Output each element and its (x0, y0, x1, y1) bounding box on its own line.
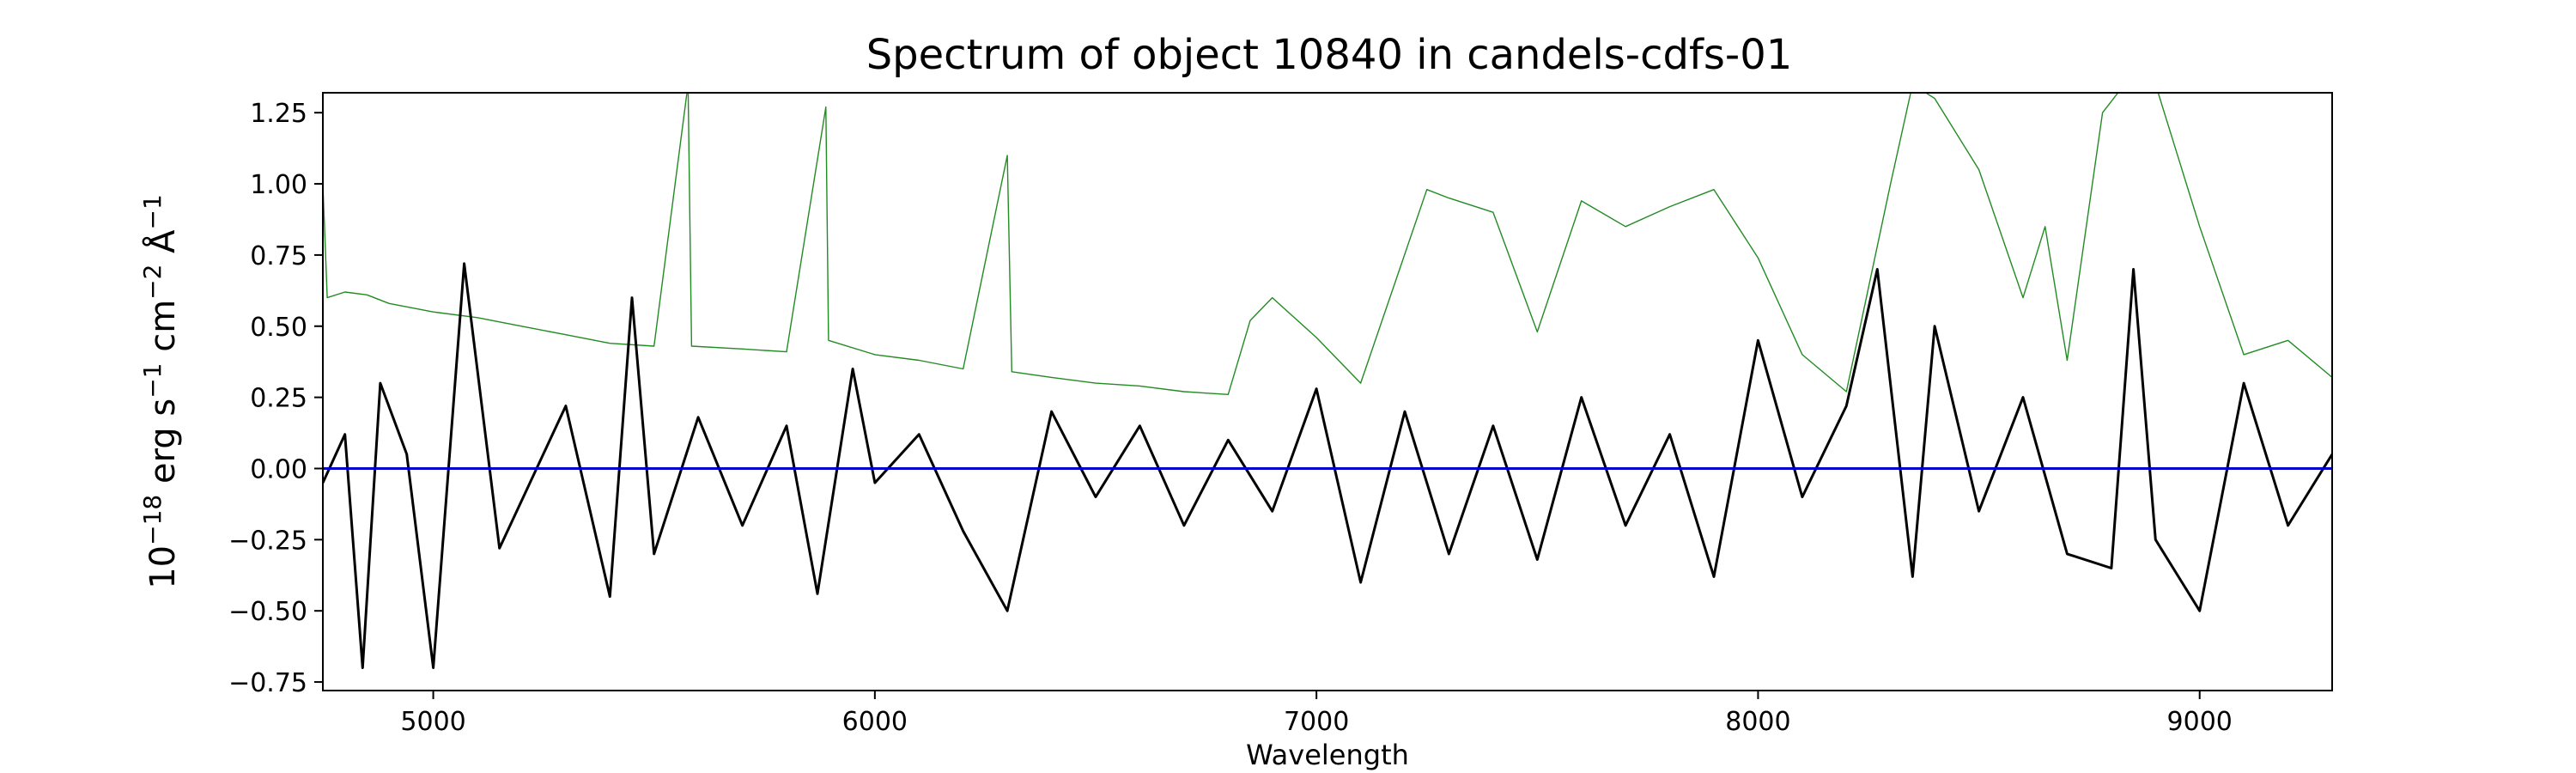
x-tick-label: 8000 (1725, 707, 1790, 737)
y-tick-label: −0.75 (228, 668, 307, 698)
series-layer (323, 93, 2332, 669)
y-label-erg: erg s (143, 399, 183, 495)
y-tick-label: 0.50 (250, 313, 307, 343)
y-label-exp2: −1 (138, 363, 167, 399)
y-label-exp1: −18 (138, 495, 167, 545)
y-tick-label: 1.25 (250, 99, 307, 129)
y-tick-label: 0.75 (250, 241, 307, 271)
chart-title: Spectrum of object 10840 in candels-cdfs… (866, 31, 1793, 79)
plot-frame (322, 92, 2333, 691)
y-tick-label: 0.00 (250, 454, 307, 484)
x-tick-label: 9000 (2167, 707, 2233, 737)
x-tick-label: 7000 (1284, 707, 1349, 737)
y-label-base: 10 (143, 545, 183, 589)
series-line-error (323, 93, 2332, 395)
x-tick-label: 5000 (400, 707, 465, 737)
y-label-cm: cm (143, 300, 183, 363)
y-label-ang: Å (142, 229, 183, 265)
y-tick-label: 1.00 (250, 170, 307, 200)
x-axis-label: Wavelength (1246, 739, 1409, 771)
y-tick-label: −0.50 (228, 597, 307, 627)
y-tick-label: 0.25 (250, 384, 307, 414)
series-line-flux (323, 262, 2332, 669)
y-label-exp3: −2 (138, 265, 167, 300)
x-tick-label: 6000 (842, 707, 908, 737)
x-axis-ticks: 5000 6000 7000 8000 9000 (400, 691, 2233, 737)
y-axis-ticks: −0.75 −0.50 −0.25 0.00 0.25 0.50 0.75 1.00 1.25 (228, 99, 323, 698)
y-label-exp4: −1 (138, 194, 167, 229)
y-tick-label: −0.25 (228, 526, 307, 556)
y-axis-label: 10−18 erg s−1 cm−2 Å−1 (138, 194, 183, 589)
